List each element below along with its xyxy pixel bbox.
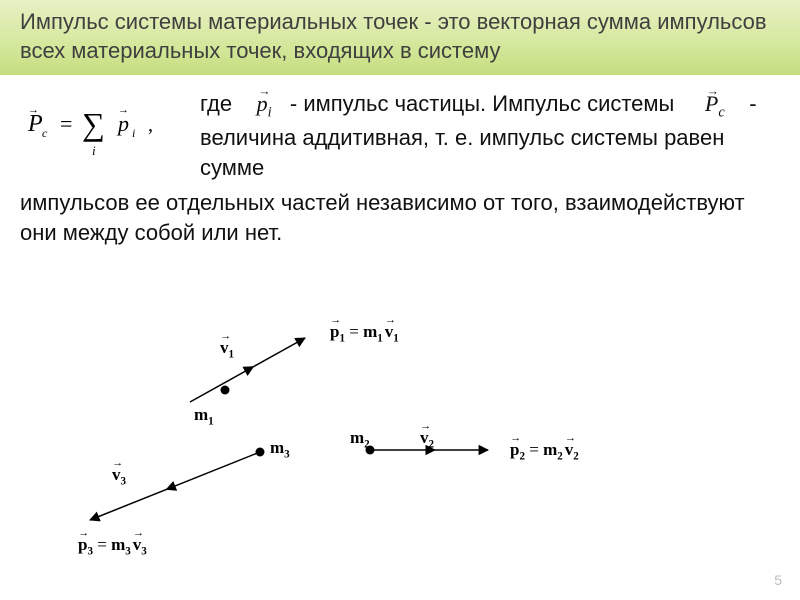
page-number-text: 5 (774, 572, 782, 588)
description-tail: импульсов ее отдельных частей независимо… (0, 182, 800, 247)
svg-text:=: = (60, 111, 72, 136)
vector-diagram: m1 →v1 →p1 = m1→v1 m2 →v2 →p2 = m2→v2 m3 →v3 →p3… (70, 310, 670, 570)
mass-label-1: m1 (194, 405, 214, 427)
mass-label-2: m2 (350, 428, 370, 450)
momentum-eq-2: →p2 = m2→v2 (510, 440, 579, 462)
velocity-label-2: →v2 (420, 428, 434, 450)
content-row: P → c = ∑ i p → i , где →pi - импульс ча… (0, 75, 800, 182)
velocity-label-1: →v1 (220, 338, 234, 360)
momentum-eq-3: →p3 = m3→v3 (78, 535, 147, 557)
formula-svg: P → c = ∑ i p → i , (20, 95, 190, 165)
page-number: 5 (774, 572, 782, 588)
mass-label-3: m3 (270, 438, 290, 460)
diagram-svg (70, 310, 670, 570)
svg-text:i: i (132, 126, 135, 140)
svg-text:i: i (92, 143, 96, 158)
svg-text:→: → (118, 104, 129, 116)
momentum-eq-1: →p1 = m1→v1 (330, 322, 399, 344)
where-label: где (200, 91, 232, 116)
svg-text:→: → (28, 104, 39, 116)
main-formula: P → c = ∑ i p → i , (20, 85, 200, 182)
description-block: где →pi - импульс частицы. Импульс систе… (200, 85, 780, 182)
svg-text:c: c (42, 126, 48, 140)
title-text: Импульс системы материальных точек - это… (20, 9, 767, 63)
velocity-label-3: →v3 (112, 465, 126, 487)
svg-text:∑: ∑ (82, 106, 105, 142)
svg-text:,: , (148, 114, 153, 136)
p-c-symbol: →Pc (705, 89, 725, 123)
p-i-desc: - импульс частицы. Импульс системы (290, 91, 674, 116)
p-i-symbol: →pi (257, 89, 272, 123)
title-banner: Импульс системы материальных точек - это… (0, 0, 800, 75)
desc-tail-text: импульсов ее отдельных частей независимо… (20, 190, 745, 245)
